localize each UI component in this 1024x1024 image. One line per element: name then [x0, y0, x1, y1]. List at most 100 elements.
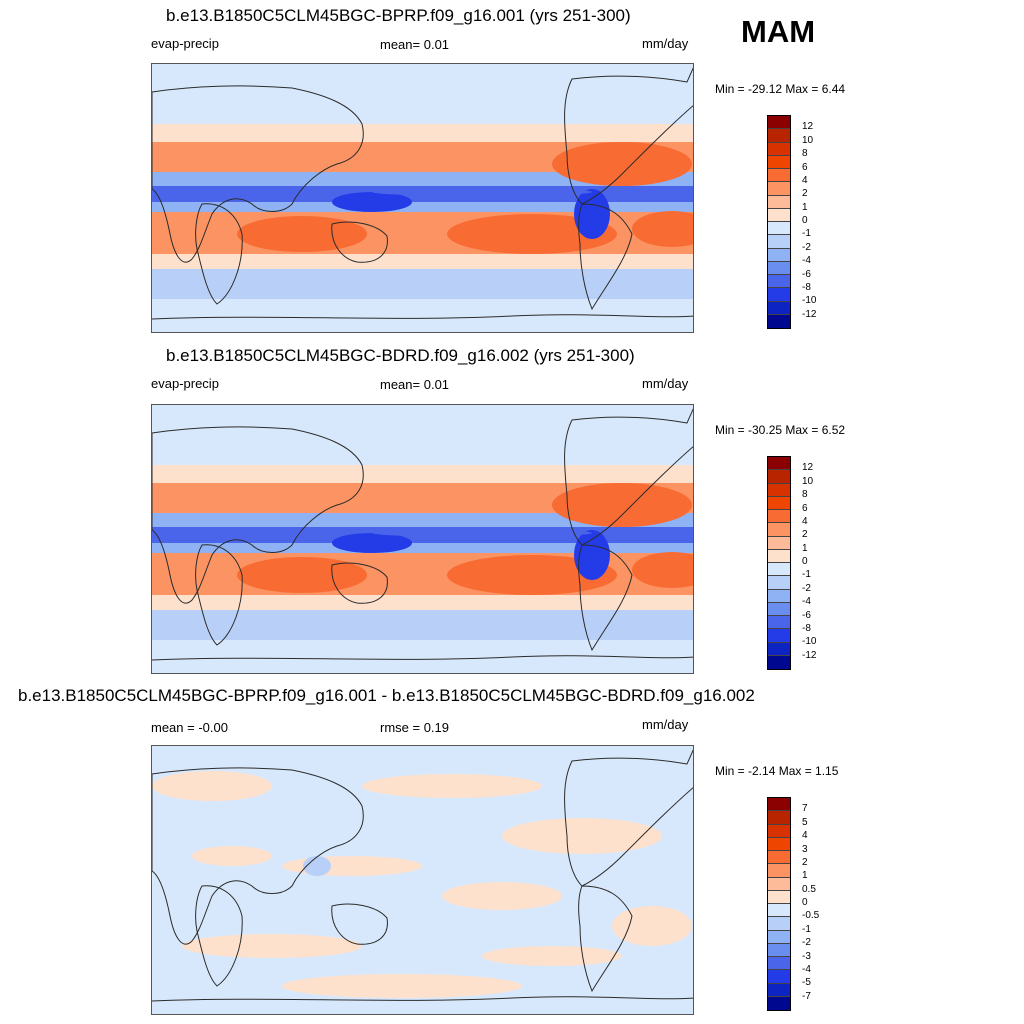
- colorbar-tick-label: -12: [802, 649, 817, 661]
- colorbar-tick-label: -12: [802, 308, 817, 320]
- coastline-antarctica: [152, 996, 693, 1002]
- panel-2-map: [151, 404, 694, 674]
- season-label: MAM: [741, 14, 816, 49]
- panel-1-colorbar: [767, 115, 791, 329]
- colorbar-swatch: [768, 917, 790, 931]
- colorbar-swatch: [768, 930, 790, 944]
- colorbar-swatch: [768, 169, 790, 183]
- panel-3-mean: mean = -0.00: [151, 720, 228, 735]
- colorbar-swatch: [768, 510, 790, 524]
- field-blob: [372, 188, 592, 196]
- coastline: [195, 885, 243, 987]
- colorbar-swatch: [768, 837, 790, 851]
- colorbar-tick-label: 0: [802, 556, 808, 567]
- colorbar-swatch: [768, 824, 790, 838]
- colorbar-swatch: [768, 602, 790, 616]
- colorbar-swatch: [768, 248, 790, 262]
- field-blob: [332, 192, 412, 212]
- colorbar-tick-label: -1: [802, 228, 811, 240]
- colorbar-swatch: [768, 549, 790, 563]
- colorbar-tick-label: 0.5: [802, 883, 816, 895]
- panel-3-map: [151, 745, 694, 1015]
- field-band: [152, 64, 693, 99]
- colorbar-swatch: [768, 314, 790, 328]
- colorbar-swatch: [768, 182, 790, 196]
- field-blob: [574, 530, 610, 580]
- colorbar-tick-label: 12: [802, 121, 814, 133]
- colorbar-tick-label: 1: [802, 201, 808, 213]
- panel-3-units: mm/day: [642, 717, 689, 732]
- field-blob: [332, 533, 412, 553]
- colorbar-tick-label: -7: [802, 990, 811, 1002]
- field-band: [152, 610, 693, 640]
- panel-1-mean: mean= 0.01: [380, 37, 450, 52]
- coastline: [578, 544, 633, 652]
- colorbar-swatch: [768, 116, 790, 130]
- coastline: [195, 203, 243, 305]
- colorbar-tick-label: 10: [802, 475, 814, 487]
- panel-1-map: [151, 63, 694, 333]
- colorbar-tick-label: -8: [802, 281, 811, 293]
- colorbar-swatch: [768, 629, 790, 643]
- field-band: [152, 440, 693, 465]
- field-blob: [372, 149, 532, 169]
- coastline: [564, 67, 693, 205]
- colorbar-tick-label: 12: [802, 462, 814, 474]
- colorbar-tick-label: -4: [802, 596, 811, 608]
- colorbar-tick-label: -10: [802, 636, 817, 648]
- field-band: [152, 513, 693, 527]
- coastline: [195, 544, 243, 646]
- panel-3-minmax: Min = -2.14 Max = 1.15: [715, 764, 839, 778]
- colorbar-swatch: [768, 222, 790, 236]
- colorbar-tick-label: -6: [802, 268, 811, 280]
- panel-2-minmax: Min = -30.25 Max = 6.52: [715, 423, 846, 437]
- coastline: [564, 749, 693, 887]
- field-blob: [372, 529, 592, 537]
- field-blob: [632, 211, 693, 247]
- colorbar-swatch: [768, 811, 790, 825]
- panel-3-colorbar: [767, 797, 791, 1011]
- colorbar-tick-label: 5: [802, 816, 808, 828]
- coastline: [152, 85, 364, 263]
- colorbar-swatch: [768, 483, 790, 497]
- field-band: [152, 172, 693, 186]
- field-blob: [482, 946, 622, 966]
- panel-2-title: b.e13.B1850C5CLM45BGC-BDRD.f09_g16.002 (…: [166, 346, 635, 365]
- colorbar-tick-label: -2: [802, 582, 811, 594]
- colorbar-tick-label: -4: [802, 255, 811, 267]
- colorbar-tick-label: 7: [802, 803, 808, 815]
- panel-1-variable: evap-precip: [151, 36, 219, 51]
- colorbar-tick-label: -6: [802, 609, 811, 621]
- coastline: [564, 408, 693, 546]
- field-band: [152, 202, 693, 212]
- colorbar-tick-label: 8: [802, 489, 808, 501]
- colorbar-swatch: [768, 996, 790, 1010]
- field-blob: [237, 557, 367, 593]
- colorbar-swatch: [768, 457, 790, 471]
- field-blob: [182, 934, 362, 958]
- colorbar-swatch: [768, 851, 790, 865]
- colorbar-swatch: [768, 798, 790, 812]
- field-band: [152, 124, 693, 142]
- field-blob: [362, 774, 542, 798]
- colorbar-swatch: [768, 261, 790, 275]
- colorbar-tick-label: -0.5: [802, 910, 820, 922]
- coastline: [578, 203, 633, 311]
- field-band: [152, 405, 693, 440]
- coastline-antarctica: [152, 655, 693, 661]
- colorbar-tick-label: 0: [802, 897, 808, 908]
- colorbar-swatch: [768, 496, 790, 510]
- colorbar-swatch: [768, 589, 790, 603]
- colorbar-swatch: [768, 943, 790, 957]
- coastline: [331, 903, 388, 945]
- colorbar-tick-label: -2: [802, 241, 811, 253]
- colorbar-tick-label: 2: [802, 188, 808, 200]
- panel-2-units: mm/day: [642, 376, 689, 391]
- colorbar-tick-label: 4: [802, 830, 808, 842]
- colorbar-swatch: [768, 642, 790, 656]
- colorbar-swatch: [768, 275, 790, 289]
- field-blob: [192, 846, 272, 866]
- panel-2-mean: mean= 0.01: [380, 377, 450, 392]
- colorbar-swatch: [768, 142, 790, 156]
- colorbar-swatch: [768, 155, 790, 169]
